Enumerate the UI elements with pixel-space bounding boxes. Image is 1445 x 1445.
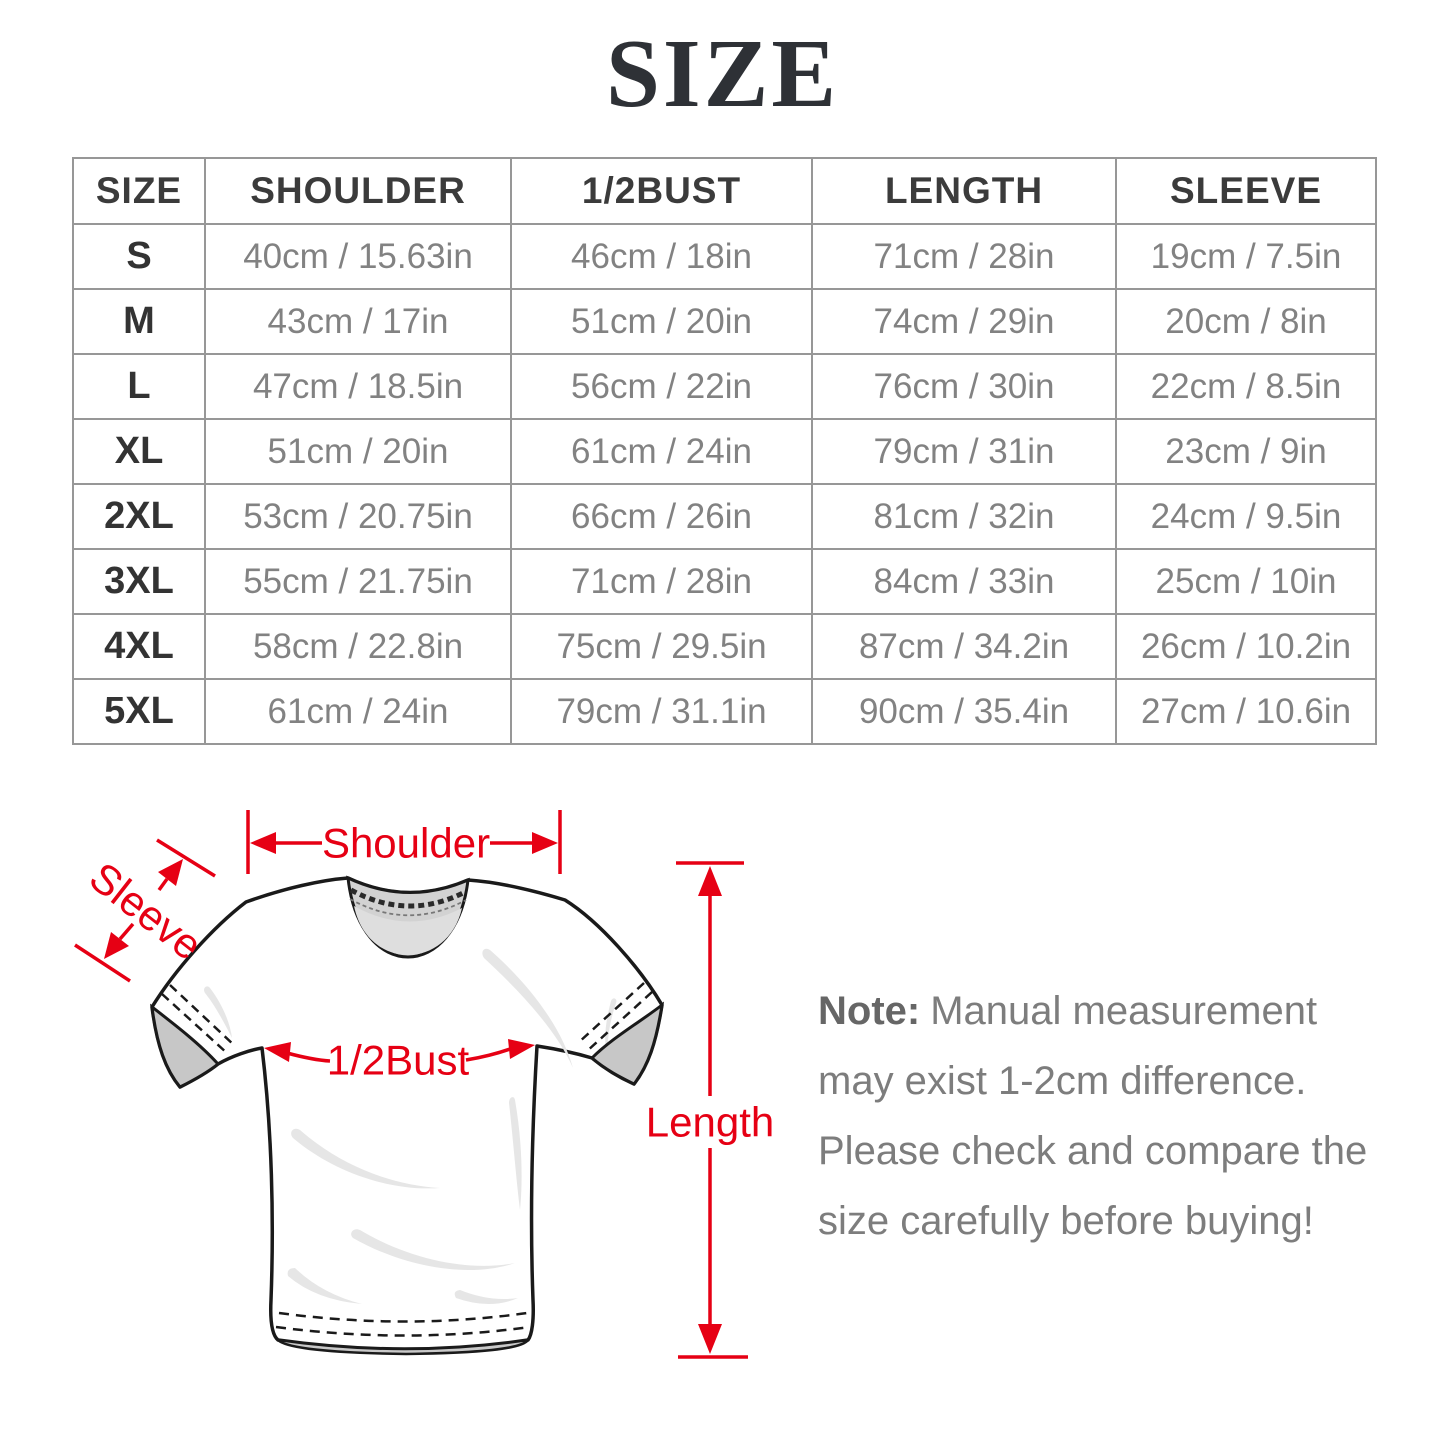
half-bust-measure-arrow [264, 1039, 535, 1063]
length-label: Length [646, 1099, 774, 1146]
table-row: L 47cm / 18.5in 56cm / 22in 76cm / 30in 22cm… [72, 353, 1377, 420]
measurement-cell: 23cm / 9in [1115, 418, 1377, 485]
measurement-cell: 47cm / 18.5in [204, 353, 512, 420]
collar [346, 875, 470, 959]
shoulder-label: Shoulder [322, 820, 490, 867]
measurement-cell: 66cm / 26in [510, 483, 813, 550]
measurement-cell: 24cm / 9.5in [1115, 483, 1377, 550]
measurement-cell: 40cm / 15.63in [204, 223, 512, 290]
note-text: Note: Manual measurement may exist 1-2cm … [818, 976, 1374, 1256]
measurement-cell: 56cm / 22in [510, 353, 813, 420]
measurement-cell: 61cm / 24in [204, 678, 512, 745]
column-header: 1/2BUST [510, 157, 813, 225]
measurement-cell: 76cm / 30in [811, 353, 1117, 420]
table-row: 3XL 55cm / 21.75in 71cm / 28in 84cm / 33in 2… [72, 548, 1377, 615]
column-header: LENGTH [811, 157, 1117, 225]
measurement-cell: 19cm / 7.5in [1115, 223, 1377, 290]
size-cell: M [72, 288, 206, 355]
measurement-cell: 27cm / 10.6in [1115, 678, 1377, 745]
size-cell: S [72, 223, 206, 290]
measurement-cell: 26cm / 10.2in [1115, 613, 1377, 680]
measurement-cell: 53cm / 20.75in [204, 483, 512, 550]
size-cell: 3XL [72, 548, 206, 615]
length-measure-arrow [676, 861, 748, 1359]
measurement-cell: 20cm / 8in [1115, 288, 1377, 355]
bottom-hem [274, 1311, 531, 1356]
measurement-cell: 79cm / 31in [811, 418, 1117, 485]
measurement-cell: 25cm / 10in [1115, 548, 1377, 615]
size-cell: 4XL [72, 613, 206, 680]
table-row: M 43cm / 17in 51cm / 20in 74cm / 29in 20cm /… [72, 288, 1377, 355]
size-table-header: SIZE SHOULDER 1/2BUST LENGTH SLEEVE [72, 157, 1377, 225]
measurement-cell: 58cm / 22.8in [204, 613, 512, 680]
measurement-cell: 71cm / 28in [811, 223, 1117, 290]
size-cell: 5XL [72, 678, 206, 745]
half-bust-label: 1/2Bust [327, 1037, 470, 1084]
left-sleeve-cuff [150, 984, 236, 1089]
wrinkle-shading [204, 948, 617, 1304]
table-row: 2XL 53cm / 20.75in 66cm / 26in 81cm / 32in 2… [72, 483, 1377, 550]
table-row: 4XL 58cm / 22.8in 75cm / 29.5in 87cm / 34.2… [72, 613, 1377, 680]
table-row: XL 51cm / 20in 61cm / 24in 79cm / 31in 23cm … [72, 418, 1377, 485]
measurement-cell: 84cm / 33in [811, 548, 1117, 615]
measurement-cell: 51cm / 20in [204, 418, 512, 485]
size-table: SIZE SHOULDER 1/2BUST LENGTH SLEEVE S 40cm / … [72, 157, 1377, 745]
sleeve-label: Sleeve [81, 853, 211, 969]
table-row: S 40cm / 15.63in 46cm / 18in 71cm / 28in 19c… [72, 223, 1377, 290]
size-cell: 2XL [72, 483, 206, 550]
measurement-cell: 74cm / 29in [811, 288, 1117, 355]
size-cell: XL [72, 418, 206, 485]
tshirt-illustration [150, 875, 665, 1356]
measurement-cell: 75cm / 29.5in [510, 613, 813, 680]
measurement-cell: 55cm / 21.75in [204, 548, 512, 615]
sleeve-measure-arrow [74, 838, 216, 983]
note-body: Manual measurement may exist 1-2cm diffe… [818, 989, 1368, 1243]
measurement-cell: 61cm / 24in [510, 418, 813, 485]
size-table-body: S 40cm / 15.63in 46cm / 18in 71cm / 28in 19c… [72, 223, 1377, 745]
measurement-cell: 22cm / 8.5in [1115, 353, 1377, 420]
column-header: SLEEVE [1115, 157, 1377, 225]
column-header: SIZE [72, 157, 206, 225]
measurement-cell: 43cm / 17in [204, 288, 512, 355]
table-row: 5XL 61cm / 24in 79cm / 31.1in 90cm / 35.4in… [72, 678, 1377, 745]
column-header: SHOULDER [204, 157, 512, 225]
shoulder-measure-arrow [246, 810, 562, 874]
measurement-cell: 81cm / 32in [811, 483, 1117, 550]
right-sleeve-cuff [577, 982, 665, 1086]
measurement-cell: 87cm / 34.2in [811, 613, 1117, 680]
measurement-cell: 71cm / 28in [510, 548, 813, 615]
size-diagram: Shoulder Sleeve 1/2Bust Length [74, 810, 774, 1359]
page-title: SIZE [605, 20, 840, 127]
measurement-cell: 79cm / 31.1in [510, 678, 813, 745]
measurement-cell: 90cm / 35.4in [811, 678, 1117, 745]
measurement-cell: 51cm / 20in [510, 288, 813, 355]
note-label: Note: [818, 989, 921, 1033]
measurement-cell: 46cm / 18in [510, 223, 813, 290]
size-cell: L [72, 353, 206, 420]
